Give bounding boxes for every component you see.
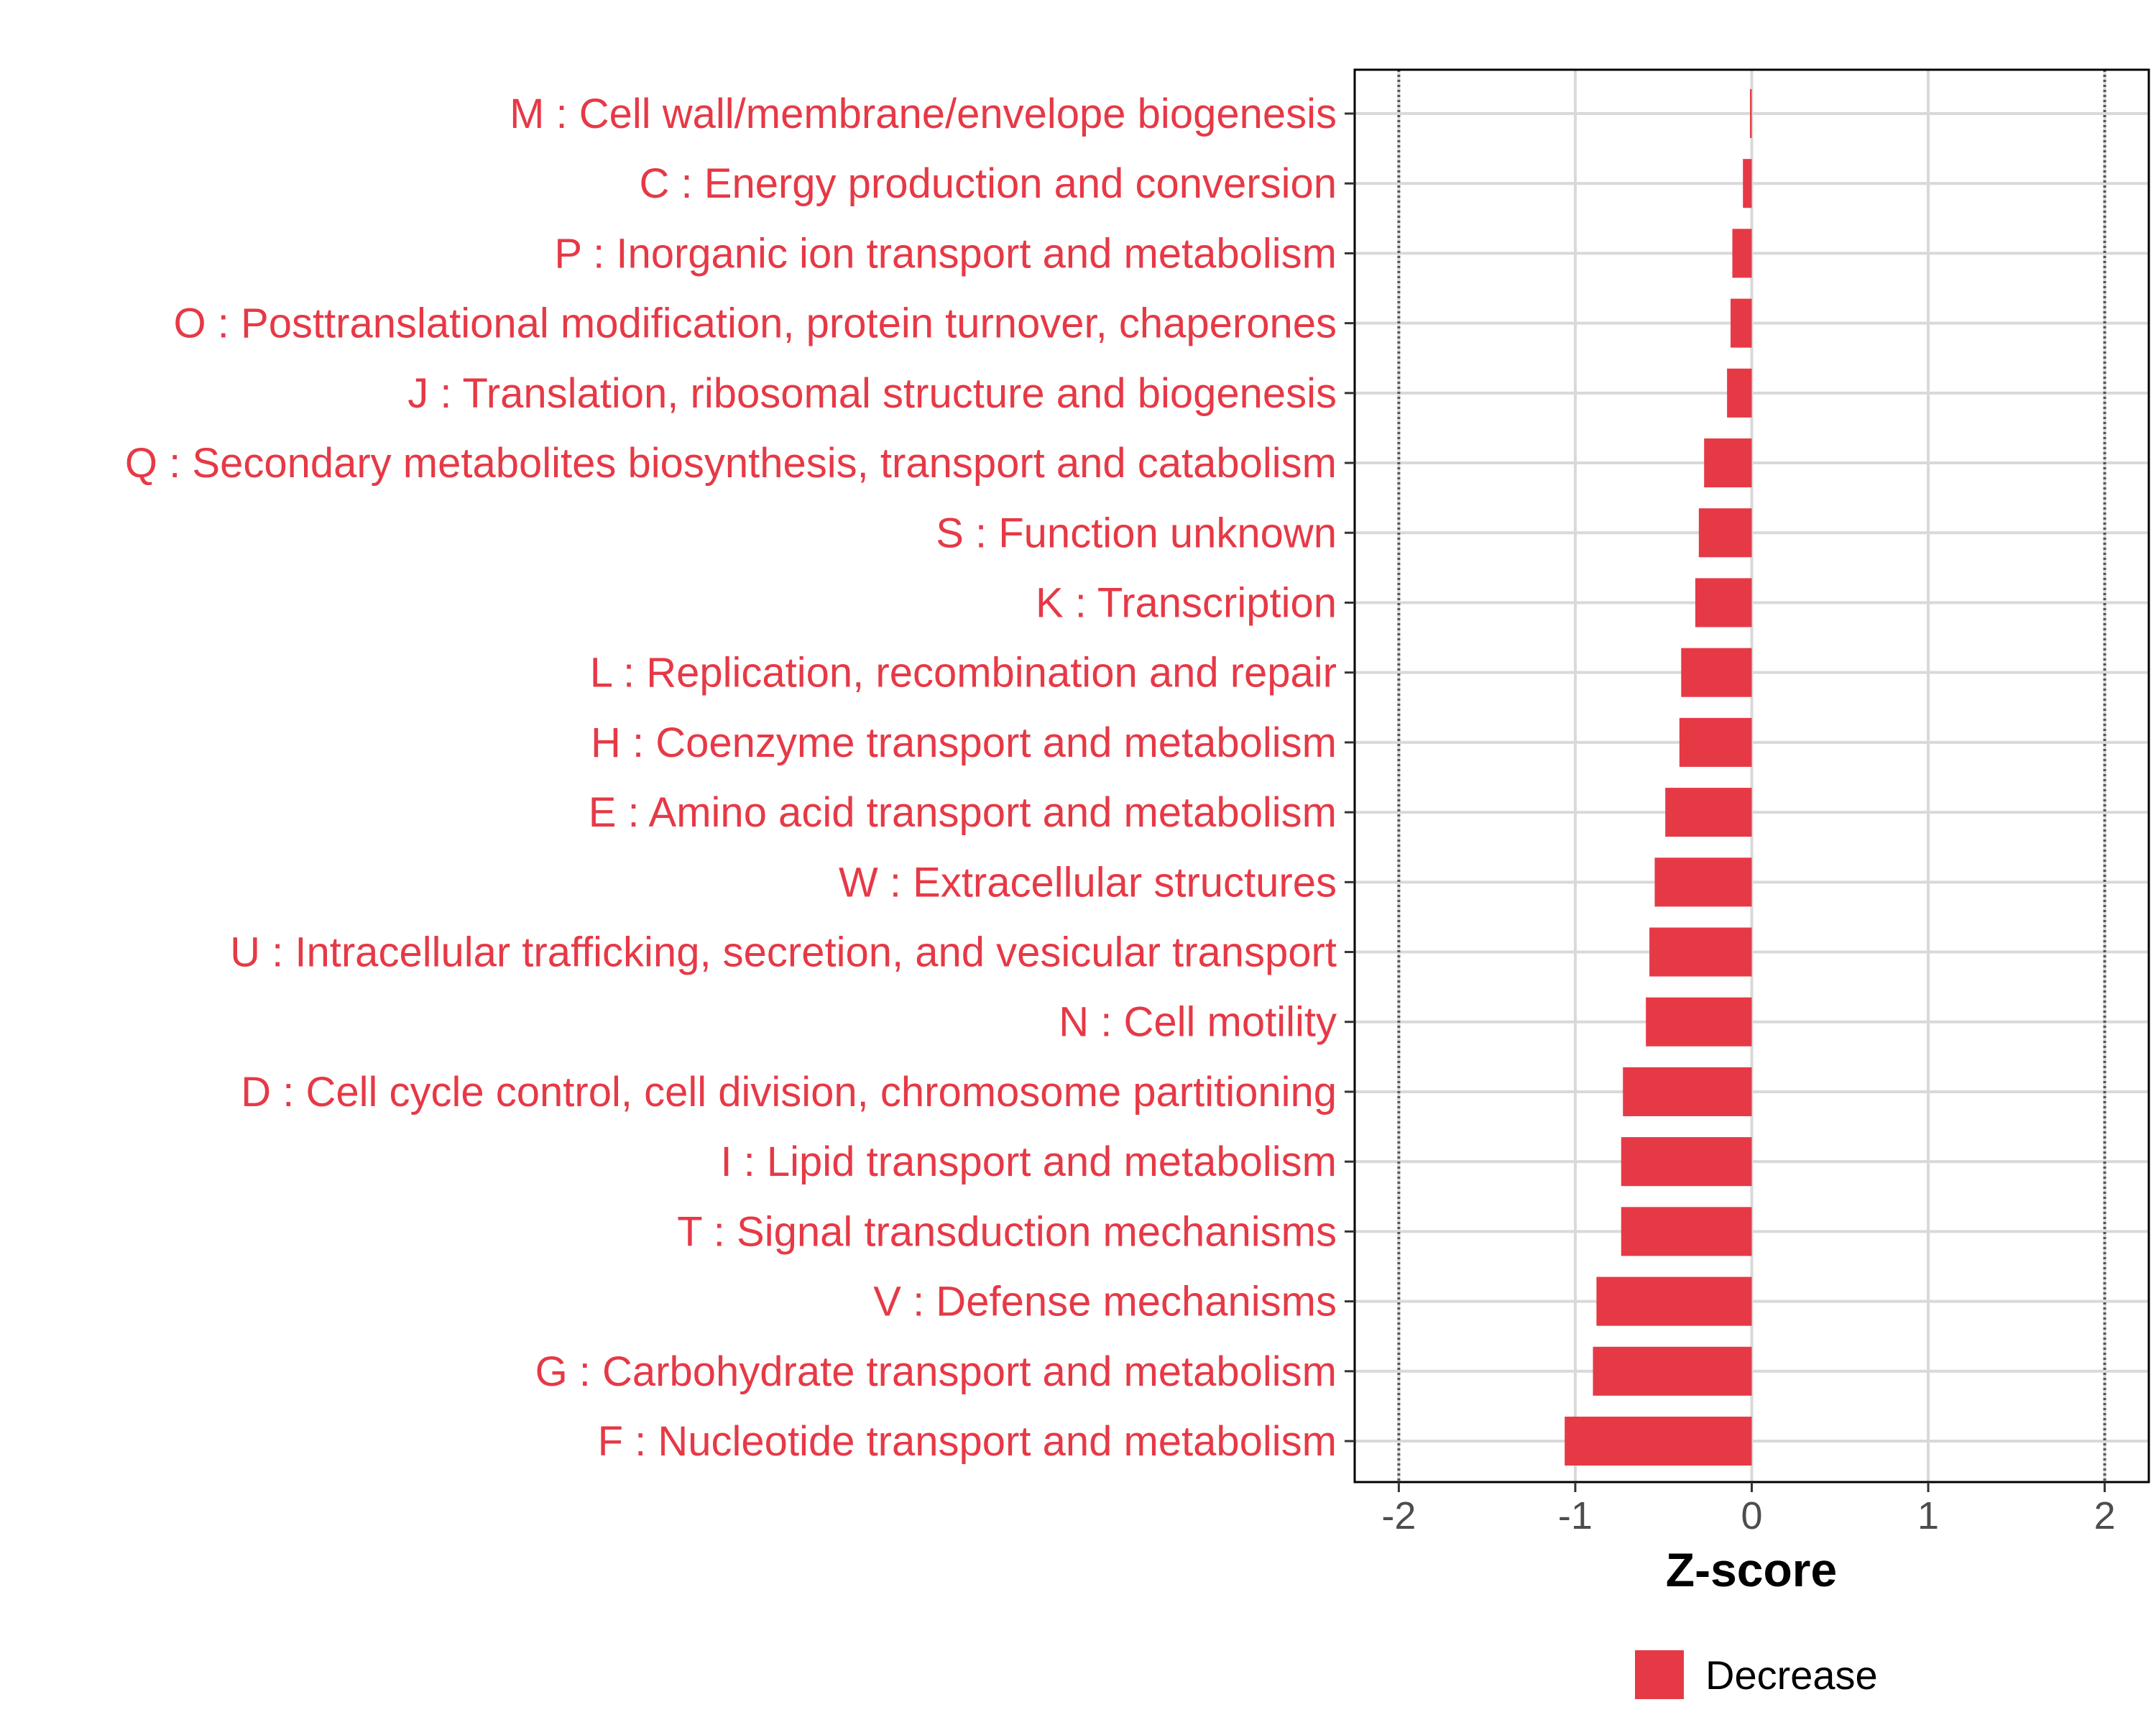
category-label: C : Energy production and conversion	[640, 160, 1337, 207]
bar	[1621, 1137, 1752, 1187]
x-tick-label: 0	[1741, 1494, 1762, 1537]
category-label: T : Signal transduction mechanisms	[677, 1208, 1337, 1255]
category-label: F : Nucleotide transport and metabolism	[598, 1418, 1337, 1465]
category-label: H : Coenzyme transport and metabolism	[591, 719, 1337, 766]
category-label: S : Function unknown	[936, 510, 1337, 556]
x-tick-label: 2	[2094, 1494, 2116, 1537]
bar	[1623, 1067, 1752, 1116]
x-tick-label: -1	[1558, 1494, 1593, 1537]
bar	[1704, 438, 1752, 488]
bar	[1621, 1207, 1752, 1256]
category-label: O : Posttranslational modification, prot…	[174, 300, 1337, 347]
category-label: U : Intracellular trafficking, secretion…	[230, 929, 1337, 976]
bar	[1732, 229, 1752, 278]
category-label: D : Cell cycle control, cell division, c…	[241, 1069, 1337, 1116]
y-axis-ticks	[1345, 112, 1355, 1443]
x-tick-label: 1	[1917, 1494, 1939, 1537]
category-label: W : Extracellular structures	[839, 859, 1337, 906]
category-label: Q : Secondary metabolites biosynthesis, …	[125, 440, 1337, 487]
bar	[1665, 788, 1752, 837]
bar	[1743, 159, 1752, 208]
bar	[1727, 368, 1752, 418]
bar	[1731, 298, 1752, 348]
category-label: M : Cell wall/membrane/envelope biogenes…	[510, 91, 1337, 137]
bar	[1565, 1416, 1752, 1466]
y-axis-labels: M : Cell wall/membrane/envelope biogenes…	[125, 91, 1337, 1465]
bar	[1698, 508, 1752, 558]
x-tick-label: -2	[1381, 1494, 1416, 1537]
category-label: P : Inorganic ion transport and metaboli…	[554, 230, 1337, 277]
bar	[1649, 927, 1752, 977]
bar	[1695, 578, 1752, 627]
legend: Decrease	[1635, 1650, 1878, 1699]
bar	[1596, 1276, 1752, 1326]
category-label: K : Transcription	[1036, 579, 1337, 626]
bar	[1679, 717, 1752, 767]
bar	[1750, 88, 1752, 139]
bars-group	[1565, 88, 1752, 1466]
bar	[1646, 997, 1752, 1046]
bar	[1593, 1346, 1752, 1396]
x-axis-ticks	[1397, 1482, 2106, 1492]
bar	[1654, 857, 1752, 907]
category-label: J : Translation, ribosomal structure and…	[407, 370, 1337, 417]
x-axis-labels: -2 -1 0 1 2	[1381, 1494, 2115, 1537]
category-label: E : Amino acid transport and metabolism	[589, 789, 1337, 836]
bar	[1681, 648, 1752, 697]
x-axis-title: Z-score	[1666, 1543, 1837, 1596]
category-label: V : Defense mechanisms	[873, 1279, 1337, 1325]
reference-lines	[1397, 70, 2106, 1482]
category-label: G : Carbohydrate transport and metabolis…	[535, 1348, 1337, 1395]
category-label: L : Replication, recombination and repai…	[590, 650, 1337, 696]
legend-label-decrease: Decrease	[1705, 1652, 1878, 1698]
category-label: N : Cell motility	[1059, 999, 1337, 1046]
legend-key-decrease	[1635, 1650, 1684, 1699]
category-label: I : Lipid transport and metabolism	[720, 1138, 1337, 1185]
